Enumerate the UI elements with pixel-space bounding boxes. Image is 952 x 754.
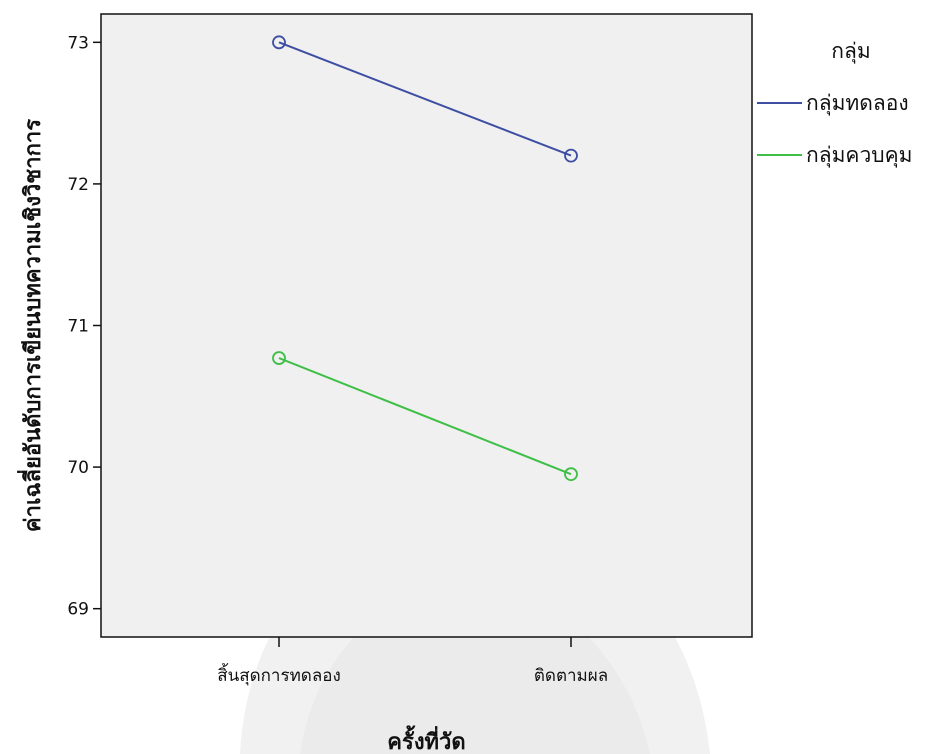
data-point bbox=[272, 351, 286, 365]
legend-title: กลุ่ม bbox=[831, 39, 870, 64]
legend-label: กลุ่มควบคุม bbox=[806, 143, 913, 168]
x-tick-label: ติดตามผล bbox=[534, 666, 608, 686]
y-axis: 69 70 71 72 73 bbox=[67, 33, 101, 620]
y-tick-label: 70 bbox=[67, 458, 89, 478]
data-point bbox=[272, 35, 286, 50]
series-line-2 bbox=[278, 357, 572, 476]
x-axis-title: ครั้งที่วัด bbox=[387, 725, 465, 754]
data-point bbox=[564, 148, 578, 163]
y-tick-label: 69 bbox=[67, 600, 89, 620]
series-layer bbox=[272, 35, 578, 482]
data-point bbox=[564, 467, 578, 482]
y-axis-title: ค่าเฉลี่ยอันดับการเขียนบทความเชิงวิชาการ bbox=[16, 119, 46, 532]
legend-label: กลุ่มทดลอง bbox=[806, 91, 909, 116]
y-tick-label: 71 bbox=[67, 317, 89, 337]
x-axis: สิ้นสุดการทดลอง ติดตามผล bbox=[217, 637, 608, 686]
y-tick-label: 73 bbox=[67, 33, 89, 53]
x-tick-label: สิ้นสุดการทดลอง bbox=[217, 663, 341, 686]
y-tick-label: 72 bbox=[67, 175, 89, 195]
plot-area bbox=[100, 13, 753, 638]
series-line-1 bbox=[278, 41, 572, 157]
